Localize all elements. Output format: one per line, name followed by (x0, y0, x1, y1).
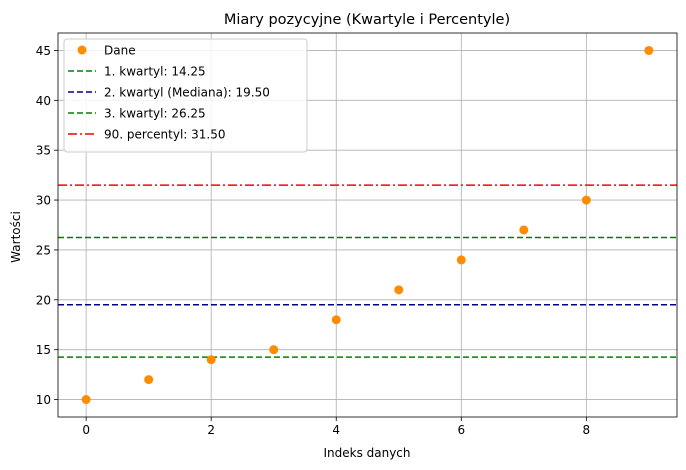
legend-box (63, 38, 308, 153)
x-tick-label: 2 (207, 423, 215, 437)
legend-label: 3. kwartyl: 26.25 (104, 107, 206, 121)
chart-title: Miary pozycyjne (Kwartyle i Percentyle) (224, 12, 510, 28)
y-axis-title: Wartości (9, 211, 23, 263)
legend-marker (77, 45, 87, 55)
data-point (81, 395, 91, 405)
y-tick-label: 35 (36, 144, 51, 158)
y-tick-label: 45 (36, 44, 51, 58)
legend-label: 2. kwartyl (Mediana): 19.50 (104, 86, 270, 100)
x-tick-label: 8 (583, 423, 591, 437)
x-tick-label: 0 (82, 423, 90, 437)
plot-area: 0 2 4 6 8 10 15 20 25 30 35 40 45 (36, 32, 678, 437)
y-tick-label: 40 (36, 94, 51, 108)
y-tick-label: 20 (36, 293, 51, 307)
data-point (206, 355, 216, 365)
x-tick-label: 4 (332, 423, 340, 437)
data-point (331, 315, 341, 325)
legend-label: 90. percentyl: 31.50 (104, 128, 226, 142)
legend-label: 1. kwartyl: 14.25 (104, 65, 206, 79)
legend-label: Dane (104, 44, 136, 58)
data-point (581, 195, 591, 205)
data-point (269, 345, 279, 355)
y-tick-label: 30 (36, 194, 51, 208)
x-tick-label: 6 (457, 423, 465, 437)
y-tick-label: 10 (36, 393, 51, 407)
data-point (394, 285, 404, 295)
data-point (144, 375, 154, 385)
data-point (456, 255, 466, 265)
y-tick-label: 15 (36, 343, 51, 357)
y-tick-label: 25 (36, 243, 51, 257)
data-point (644, 45, 654, 55)
plot-frame (57, 32, 678, 418)
data-point (519, 225, 529, 235)
x-axis-title: Indeks danych (323, 446, 410, 460)
legend: Dane 1. kwartyl: 14.25 2. kwartyl (Mediana… (63, 38, 308, 153)
